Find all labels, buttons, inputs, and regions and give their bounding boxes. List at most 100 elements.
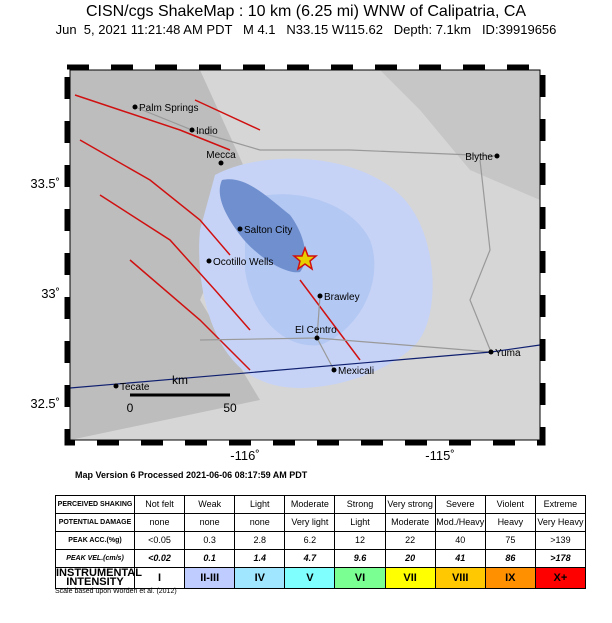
place-label: El Centro [295, 325, 337, 336]
frame [69, 69, 541, 441]
table-cell: 20 [384, 549, 436, 568]
intensity-table: PERCEIVED SHAKING Not felt Weak Light Modera… [55, 495, 587, 589]
fault [79, 139, 231, 256]
place-label: Mecca [206, 150, 236, 161]
road [469, 159, 492, 353]
table-cell: Moderate [384, 513, 436, 532]
table-row: POTENTIAL DAMAGE none none none Very light Li… [55, 513, 587, 532]
table-cell: none [234, 513, 286, 532]
table-cell: 86 [484, 549, 536, 568]
table-cell: Light [334, 513, 386, 532]
place-label: Palm Springs [139, 103, 198, 114]
place-label: Indio [196, 126, 218, 137]
table-cell: 0.1 [184, 549, 236, 568]
lon-label: -116˚ [230, 448, 259, 463]
table-cell: Not felt [133, 495, 186, 514]
table-cell: II-III [184, 567, 236, 589]
fault [129, 259, 251, 371]
table-cell: >139 [534, 531, 587, 550]
table-cell: Very Heavy [534, 513, 587, 532]
table-cell: none [133, 513, 186, 532]
place-label: Brawley [324, 292, 360, 303]
fault [194, 99, 261, 131]
table-cell: 1.4 [234, 549, 286, 568]
table-cell: 9.6 [334, 549, 386, 568]
table-cell: 0.3 [184, 531, 236, 550]
table-cell: 4.7 [284, 549, 336, 568]
fault [74, 94, 231, 151]
table-cell: I [133, 567, 186, 589]
scale-start: 0 [127, 401, 134, 415]
place-dot [237, 226, 243, 232]
table-cell: VII [384, 567, 436, 589]
table-row: INSTRUMENTAL INTENSITY I II-III IV V VI VII VII… [55, 567, 587, 589]
table-cell: Very light [284, 513, 336, 532]
place-label: Ocotillo Wells [213, 257, 273, 268]
place-label: Mexicali [338, 366, 374, 377]
fault [299, 279, 361, 361]
table-cell: Moderate [284, 495, 336, 514]
table-row: PEAK ACC.(%g) <0.05 0.3 2.8 6.2 12 22 40 75 >139 [55, 531, 587, 550]
table-cell: 2.8 [234, 531, 286, 550]
place-dot [206, 258, 212, 264]
table-cell: Mod./Heavy [434, 513, 486, 532]
frame-ticks [64, 64, 546, 446]
salton-sea [219, 179, 306, 273]
lat-label: 32.5˚ [30, 396, 60, 411]
table-cell: >178 [534, 549, 587, 568]
place-dot [314, 335, 320, 341]
table-cell: 75 [484, 531, 536, 550]
table-cell: none [184, 513, 236, 532]
table-cell: <0.05 [133, 531, 186, 550]
row-label: PERCEIVED SHAKING [55, 495, 135, 514]
table-cell: Light [234, 495, 286, 514]
table-cell: Severe [434, 495, 486, 514]
place-dot [331, 367, 337, 373]
scale-unit: km [172, 373, 188, 387]
table-cell: 6.2 [284, 531, 336, 550]
table-cell: IV [234, 567, 286, 589]
place-label: Tecate [120, 382, 150, 393]
table-cell: 12 [334, 531, 386, 550]
lat-label: 33.5˚ [30, 176, 60, 191]
table-cell: IX [484, 567, 536, 589]
place-dot [218, 160, 224, 166]
lon-label: -115˚ [425, 448, 454, 463]
row-label: PEAK VEL.(cm/s) [55, 549, 135, 568]
map: km 0 50 33.5˚ 33˚ 32.5˚ -116˚ -115˚ Palm Spri… [30, 64, 546, 463]
table-cell: Weak [184, 495, 236, 514]
table-cell: <0.02 [133, 549, 186, 568]
subtitle: Jun 5, 2021 11:21:48 AM PDT M 4.1 N33.15… [55, 22, 557, 37]
place-dot [488, 349, 494, 355]
place-dot [494, 153, 500, 159]
table-cell: Extreme [534, 495, 587, 514]
table-cell: VI [334, 567, 386, 589]
table-cell: Strong [334, 495, 386, 514]
row-label: PEAK ACC.(%g) [55, 531, 135, 550]
place-dot [113, 383, 119, 389]
table-row: PEAK VEL.(cm/s) <0.02 0.1 1.4 4.7 9.6 20 41 86 >1… [55, 549, 587, 568]
place-label: Salton City [244, 225, 292, 236]
row-label: POTENTIAL DAMAGE [55, 513, 135, 532]
table-cell: X+ [534, 567, 587, 589]
road [134, 106, 498, 157]
place-dot [132, 104, 138, 110]
scale-end: 50 [223, 401, 237, 415]
table-cell: 22 [384, 531, 436, 550]
table-cell: Violent [484, 495, 536, 514]
place-dot [317, 293, 323, 299]
place-label: Yuma [495, 348, 521, 359]
place-label: Blythe [465, 152, 493, 163]
faults [74, 94, 361, 371]
mountains [70, 70, 260, 440]
epicenter [291, 245, 319, 271]
place-dot [189, 127, 195, 133]
title: CISN/cgs ShakeMap : 10 km (6.25 mi) WNW … [85, 3, 527, 20]
table-row: PERCEIVED SHAKING Not felt Weak Light Modera… [55, 495, 587, 514]
table-cell: 40 [434, 531, 486, 550]
table-cell: VIII [434, 567, 486, 589]
row-label: INSTRUMENTAL INTENSITY [55, 567, 142, 589]
hills [380, 70, 540, 200]
table-cell: 41 [434, 549, 486, 568]
